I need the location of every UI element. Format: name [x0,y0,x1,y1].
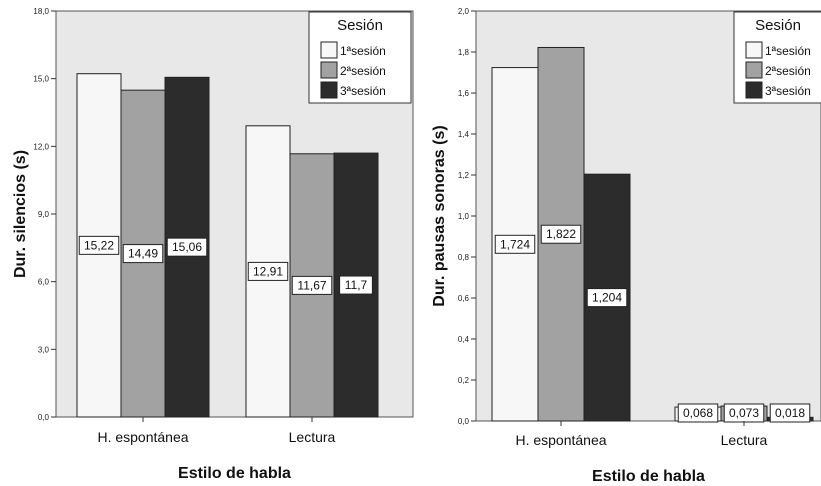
legend-swatch [320,81,338,99]
legend-swatch [320,41,338,59]
y-tick-label: 1,8 [458,48,470,57]
legend-label: 1ªsesión [340,44,386,58]
legend-swatch [320,61,338,79]
y-tick-label: 1,6 [458,89,470,98]
data-label-box [78,235,120,255]
y-axis-title: Dur. pausas sonoras (s) [431,125,448,306]
data-label: 14,49 [128,247,158,261]
x-axis-title: Estilo de habla [178,465,291,482]
data-label-box [291,275,333,295]
y-tick-label: 2,0 [458,7,470,16]
legend-label: 2ªsesión [340,64,386,78]
data-label: 0,018 [775,406,805,420]
legend-label: 3ªsesión [340,84,386,98]
data-label: 15,22 [84,238,114,252]
x-tick-label: H. espontánea [515,432,606,448]
y-tick-label: 15,0 [33,75,49,84]
data-label-box [247,261,289,281]
data-label: 1,204 [592,291,622,305]
data-label: 0,073 [729,406,759,420]
legend-label: 3ªsesión [765,84,811,98]
y-tick-label: 6,0 [38,278,50,287]
data-label-box [166,237,208,257]
data-label-box [586,288,628,308]
legend-title: Sesión [755,17,801,34]
x-tick-label: Lectura [721,432,768,448]
x-tick-label: Lectura [289,429,336,445]
data-label-box [677,403,719,423]
y-tick-label: 0,6 [458,294,470,303]
y-tick-label: 18,0 [33,7,49,16]
data-label: 0,068 [683,406,713,420]
data-label-box [540,224,582,244]
legend-swatch [745,41,763,59]
legend-swatch [745,81,763,99]
y-tick-label: 0,0 [38,413,50,422]
y-tick-label: 1,0 [458,212,470,221]
y-tick-label: 9,0 [38,210,50,219]
data-label: 1,724 [500,237,530,251]
data-label: 11,67 [297,278,326,292]
data-label: 12,91 [253,264,283,278]
legend-label: 2ªsesión [765,64,811,78]
data-label: 1,822 [546,227,576,241]
y-tick-label: 1,4 [458,130,470,139]
data-label-box [494,234,536,254]
y-tick-label: 1,2 [458,171,470,180]
data-label-box [339,275,373,295]
data-label: 15,06 [172,240,202,254]
y-tick-label: 0,0 [458,417,470,426]
data-label: 11,7 [345,278,368,292]
x-tick-label: H. espontánea [97,429,188,445]
chart-duracion-silencios: 0,0 3,0 6,0 9,0 12,0 15,0 18,0 15,22 14,49 15,06 H… [12,7,414,482]
x-axis-title: Estilo de habla [592,468,705,485]
y-tick-label: 0,8 [458,253,470,262]
y-tick-label: 12,0 [33,142,49,151]
y-axis-title: Dur. silencios (s) [12,150,29,278]
y-tick-label: 3,0 [38,345,50,354]
y-tick-label: 0,4 [458,335,470,344]
data-label-box [122,244,164,264]
legend-title: Sesión [337,17,383,34]
chart-duracion-pausas-sonoras: 0,0 0,2 0,4 0,6 0,8 1,0 1,2 1,4 1,6 1,8 2,0 1,724 1,… [431,7,821,485]
legend-label: 1ªsesión [765,44,811,58]
legend-swatch [745,61,763,79]
data-label-box [769,403,811,423]
y-tick-label: 0,2 [458,376,470,385]
